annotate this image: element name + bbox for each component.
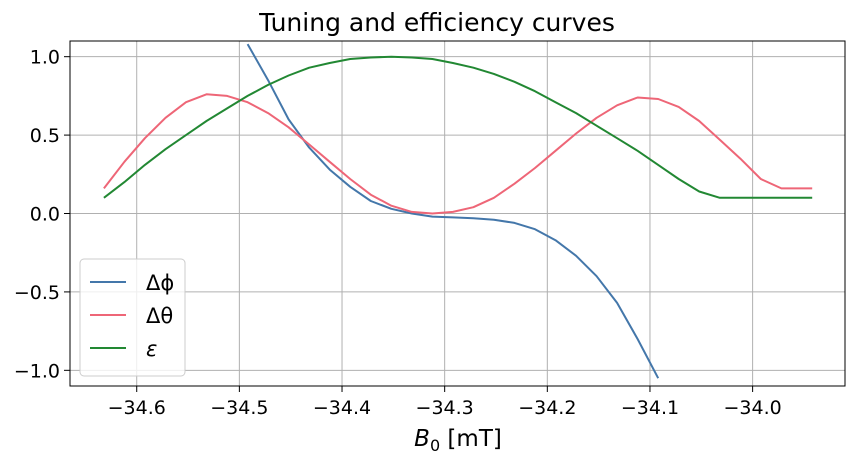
series-1 bbox=[246, 43, 660, 379]
chart-title: Tuning and efficiency curves bbox=[258, 8, 615, 37]
series-3 bbox=[103, 55, 813, 199]
legend-label: ε bbox=[146, 337, 157, 361]
x-tick-label: −34.1 bbox=[621, 397, 679, 419]
x-axis-label: B0 [mT] bbox=[414, 426, 502, 455]
x-axis: −34.6 −34.5 −34.4 −34.3 −34.2 −34.1 −34.0 bbox=[108, 386, 782, 419]
series-lines bbox=[103, 43, 813, 379]
legend-label: Δϕ bbox=[146, 271, 174, 295]
series-line-3 bbox=[103, 55, 813, 199]
x-tick-label: −34.3 bbox=[416, 397, 474, 419]
legend-label: Δθ bbox=[146, 304, 173, 328]
y-tick-label: 1.0 bbox=[30, 47, 60, 69]
legend: Δϕ Δθ ε bbox=[79, 258, 186, 377]
x-axis-label-subscript: 0 bbox=[430, 436, 440, 455]
x-axis-label-symbol: B bbox=[414, 426, 430, 452]
x-tick-label: −34.5 bbox=[210, 397, 268, 419]
series-line-2 bbox=[103, 93, 813, 215]
series-line-1 bbox=[246, 43, 660, 379]
x-tick-label: −34.6 bbox=[108, 397, 166, 419]
series-2 bbox=[103, 93, 813, 215]
x-tick-label: −34.2 bbox=[518, 397, 576, 419]
y-tick-label: 0.5 bbox=[30, 125, 60, 147]
y-axis: −1.0 −0.5 0.0 0.5 1.0 bbox=[14, 47, 70, 382]
y-tick-label: 0.0 bbox=[30, 204, 60, 226]
x-tick-label: −34.4 bbox=[313, 397, 371, 419]
x-axis-label-unit: [mT] bbox=[440, 426, 502, 452]
y-tick-label: −1.0 bbox=[14, 360, 60, 382]
y-tick-label: −0.5 bbox=[14, 282, 60, 304]
legend-box bbox=[79, 258, 186, 377]
x-tick-label: −34.0 bbox=[723, 397, 781, 419]
